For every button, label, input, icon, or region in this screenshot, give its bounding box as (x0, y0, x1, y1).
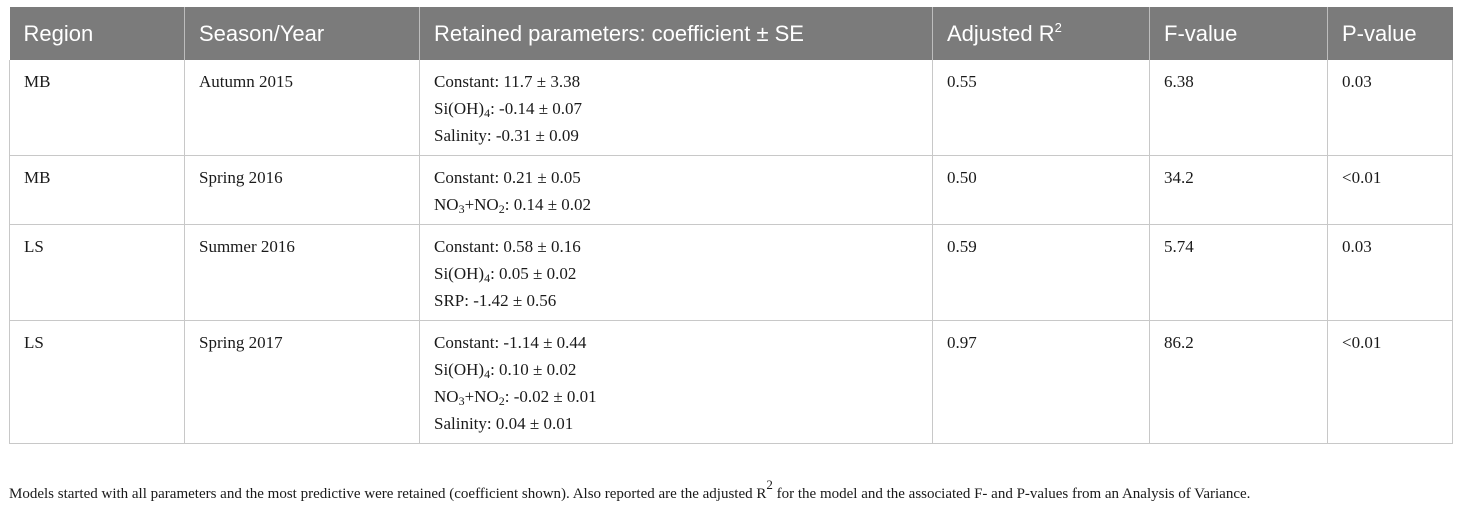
table-row: LS Summer 2016 Constant: 0.58 ± 0.16 Si(… (9, 224, 1453, 321)
param-subscript: 3 (458, 394, 465, 408)
param-text: Si(OH) (434, 264, 485, 283)
header-row: Region Season/Year Retained parameters: … (9, 7, 1453, 60)
caption-superscript: 2 (766, 477, 773, 492)
cell-p-value: 0.03 (1327, 224, 1453, 321)
param-text: Si(OH) (434, 360, 485, 379)
param-subscript: 4 (484, 367, 491, 381)
param-text: Salinity: 0.04 ± 0.01 (434, 414, 574, 433)
table-caption: Models started with all parameters and t… (9, 478, 1454, 504)
regression-results-table: Region Season/Year Retained parameters: … (9, 7, 1453, 444)
param-text: Constant: -1.14 ± 0.44 (434, 333, 587, 352)
param-subscript: 2 (498, 202, 505, 216)
param-text: : 0.05 ± 0.02 (490, 264, 577, 283)
cell-season: Summer 2016 (184, 224, 420, 321)
param-text: : 0.10 ± 0.02 (490, 360, 577, 379)
param-subscript: 2 (498, 394, 505, 408)
header-adjusted-r-text: Adjusted R (947, 20, 1055, 46)
param-subscript: 4 (484, 106, 491, 120)
param-text: Si(OH) (434, 99, 485, 118)
cell-region: MB (9, 155, 185, 225)
cell-adjusted-r2: 0.50 (932, 155, 1150, 225)
cell-region: MB (9, 60, 185, 156)
param-line: Salinity: 0.04 ± 0.01 (434, 410, 922, 437)
param-line: Constant: 0.58 ± 0.16 (434, 233, 922, 260)
param-text: NO (434, 387, 459, 406)
cell-region: LS (9, 224, 185, 321)
param-text: NO (434, 195, 459, 214)
cell-params: Constant: 11.7 ± 3.38 Si(OH)4: -0.14 ± 0… (419, 60, 933, 156)
param-line: SRP: -1.42 ± 0.56 (434, 287, 922, 314)
param-line: Constant: 0.21 ± 0.05 (434, 164, 922, 191)
caption-text: for the model and the associated F- and … (772, 486, 1251, 502)
cell-params: Constant: 0.58 ± 0.16 Si(OH)4: 0.05 ± 0.… (419, 224, 933, 321)
param-text: Constant: 0.21 ± 0.05 (434, 168, 581, 187)
header-adjusted-r2: Adjusted R2 (932, 7, 1150, 60)
param-text: Constant: 11.7 ± 3.38 (434, 72, 581, 91)
header-retained-parameters: Retained parameters: coefficient ± SE (419, 7, 933, 60)
cell-season: Spring 2016 (184, 155, 420, 225)
param-line: Si(OH)4: -0.14 ± 0.07 (434, 95, 922, 122)
param-text: +NO (464, 387, 499, 406)
param-text: : -0.14 ± 0.07 (490, 99, 583, 118)
param-text: Constant: 0.58 ± 0.16 (434, 237, 581, 256)
header-region: Region (9, 7, 185, 60)
param-text: Salinity: -0.31 ± 0.09 (434, 126, 579, 145)
table-header: Region Season/Year Retained parameters: … (9, 7, 1453, 60)
param-line: Si(OH)4: 0.05 ± 0.02 (434, 260, 922, 287)
header-p-value: P-value (1327, 7, 1453, 60)
param-line: Constant: 11.7 ± 3.38 (434, 68, 922, 95)
cell-p-value: <0.01 (1327, 320, 1453, 444)
param-line: NO3+NO2: 0.14 ± 0.02 (434, 191, 922, 218)
param-line: Si(OH)4: 0.10 ± 0.02 (434, 356, 922, 383)
table-body: MB Autumn 2015 Constant: 11.7 ± 3.38 Si(… (9, 60, 1453, 444)
cell-adjusted-r2: 0.59 (932, 224, 1150, 321)
table-row: MB Autumn 2015 Constant: 11.7 ± 3.38 Si(… (9, 60, 1453, 156)
param-line: Salinity: -0.31 ± 0.09 (434, 122, 922, 149)
cell-params: Constant: 0.21 ± 0.05 NO3+NO2: 0.14 ± 0.… (419, 155, 933, 225)
param-text: SRP: -1.42 ± 0.56 (434, 291, 557, 310)
param-text: +NO (464, 195, 499, 214)
cell-p-value: <0.01 (1327, 155, 1453, 225)
cell-p-value: 0.03 (1327, 60, 1453, 156)
header-adjusted-r-superscript: 2 (1054, 19, 1062, 35)
cell-f-value: 5.74 (1149, 224, 1328, 321)
cell-f-value: 34.2 (1149, 155, 1328, 225)
param-text: : -0.02 ± 0.01 (504, 387, 597, 406)
param-text: : 0.14 ± 0.02 (504, 195, 592, 214)
header-f-value: F-value (1149, 7, 1328, 60)
cell-season: Autumn 2015 (184, 60, 420, 156)
cell-adjusted-r2: 0.97 (932, 320, 1150, 444)
cell-params: Constant: -1.14 ± 0.44 Si(OH)4: 0.10 ± 0… (419, 320, 933, 444)
cell-adjusted-r2: 0.55 (932, 60, 1150, 156)
param-line: NO3+NO2: -0.02 ± 0.01 (434, 383, 922, 410)
cell-region: LS (9, 320, 185, 444)
param-line: Constant: -1.14 ± 0.44 (434, 329, 922, 356)
cell-season: Spring 2017 (184, 320, 420, 444)
param-subscript: 3 (458, 202, 465, 216)
header-season-year: Season/Year (184, 7, 420, 60)
param-subscript: 4 (484, 271, 491, 285)
table-row: LS Spring 2017 Constant: -1.14 ± 0.44 Si… (9, 320, 1453, 444)
cell-f-value: 86.2 (1149, 320, 1328, 444)
table-row: MB Spring 2016 Constant: 0.21 ± 0.05 NO3… (9, 155, 1453, 225)
cell-f-value: 6.38 (1149, 60, 1328, 156)
caption-text: Models started with all parameters and t… (9, 486, 767, 502)
